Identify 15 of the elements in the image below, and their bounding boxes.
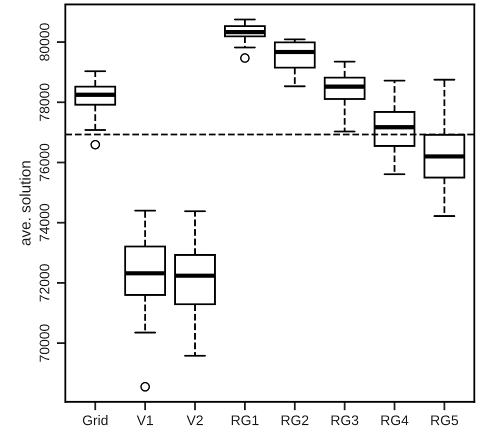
y-axis-title: ave. solution (19, 161, 31, 246)
y-tick-label: 80000 (40, 23, 50, 61)
x-tick-label: RG5 (431, 415, 458, 426)
y-tick-label: 72000 (40, 264, 50, 302)
x-tick-label: RG3 (332, 415, 358, 426)
x-tick-label: RG4 (381, 415, 408, 426)
x-tick-label: RG1 (232, 415, 258, 426)
y-tick-label: 70000 (40, 324, 50, 362)
y-tick-label: 78000 (40, 84, 50, 121)
x-tick-label: V2 (186, 415, 203, 426)
x-tick-label: RG2 (282, 415, 308, 426)
x-tick-label: Grid (82, 415, 108, 426)
y-tick-label: 76000 (40, 144, 50, 182)
y-tick-label: 74000 (40, 204, 50, 242)
x-tick-label: V1 (136, 416, 153, 426)
